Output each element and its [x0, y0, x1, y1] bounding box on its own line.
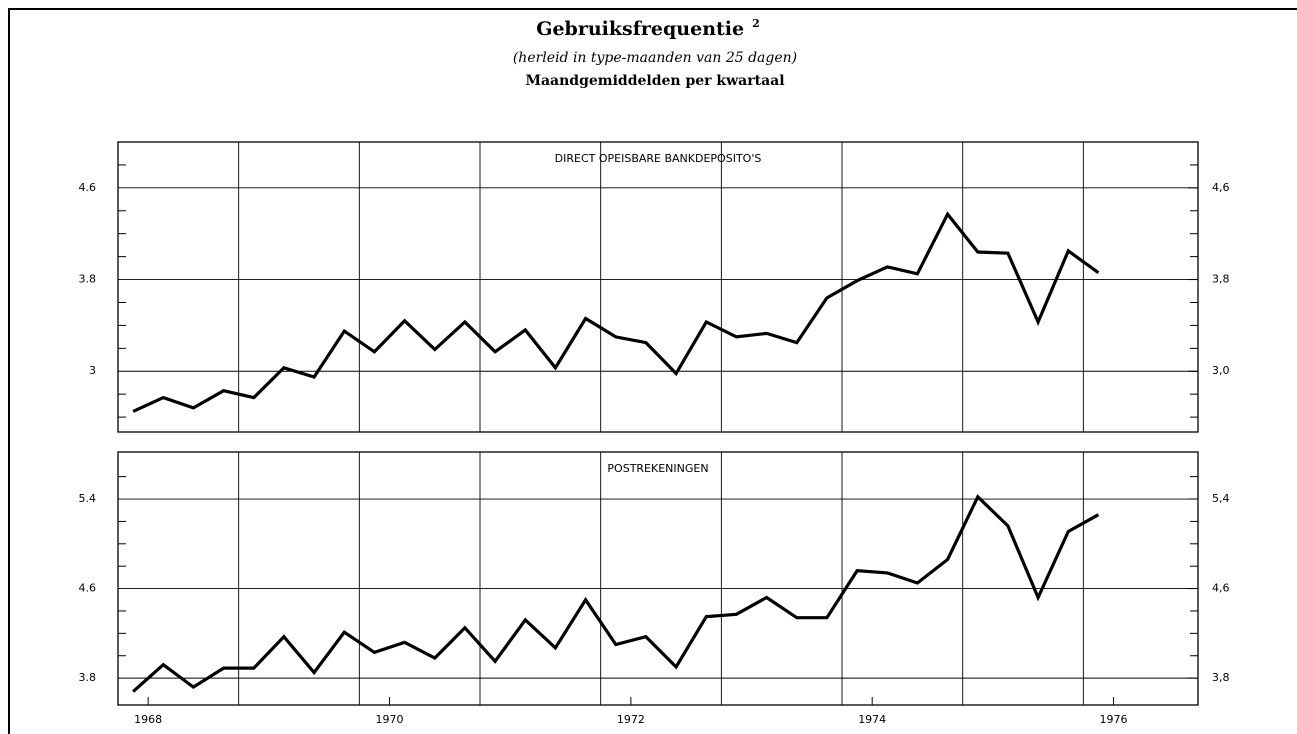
y2-tick-label: 4,6 — [1212, 582, 1230, 595]
y-tick-label: 5.4 — [79, 492, 97, 505]
y2-tick-label: 5,4 — [1212, 492, 1230, 505]
y2-tick-label: 3,8 — [1212, 273, 1230, 286]
data-line — [132, 211, 1100, 413]
y2-tick-label: 3,8 — [1212, 671, 1230, 684]
note: Maandgemiddelden per kwartaal — [525, 73, 784, 89]
title-text: Gebruiksfrequentie — [536, 18, 744, 40]
x-tick-label: 1970 — [376, 713, 404, 726]
y-tick-label: 3.8 — [79, 671, 97, 684]
y-tick-label: 4.6 — [79, 582, 97, 595]
y2-tick-label: 3,0 — [1212, 364, 1230, 377]
footnote-mark: 2 — [752, 17, 760, 30]
panel-label: DIRECT OPEISBARE BANKDEPOSITO'S — [555, 152, 762, 165]
y2-tick-label: 4,6 — [1212, 181, 1230, 194]
y-tick-label: 3 — [89, 364, 96, 377]
x-tick-label: 1974 — [858, 713, 886, 726]
y-tick-label: 4.6 — [79, 181, 97, 194]
subtitle: (herleid in type-maanden van 25 dagen) — [513, 50, 797, 66]
y-tick-label: 3.8 — [79, 273, 97, 286]
panel-frame — [117, 141, 1199, 433]
x-tick-label: 1968 — [134, 713, 162, 726]
data-line — [132, 494, 1100, 693]
panel-frame — [117, 451, 1199, 706]
chart-title: Gebruiksfrequentie 2 — [536, 17, 760, 40]
x-tick-label: 1972 — [617, 713, 645, 726]
panel-label: POSTREKENINGEN — [607, 462, 708, 475]
x-tick-label: 1976 — [1100, 713, 1128, 726]
